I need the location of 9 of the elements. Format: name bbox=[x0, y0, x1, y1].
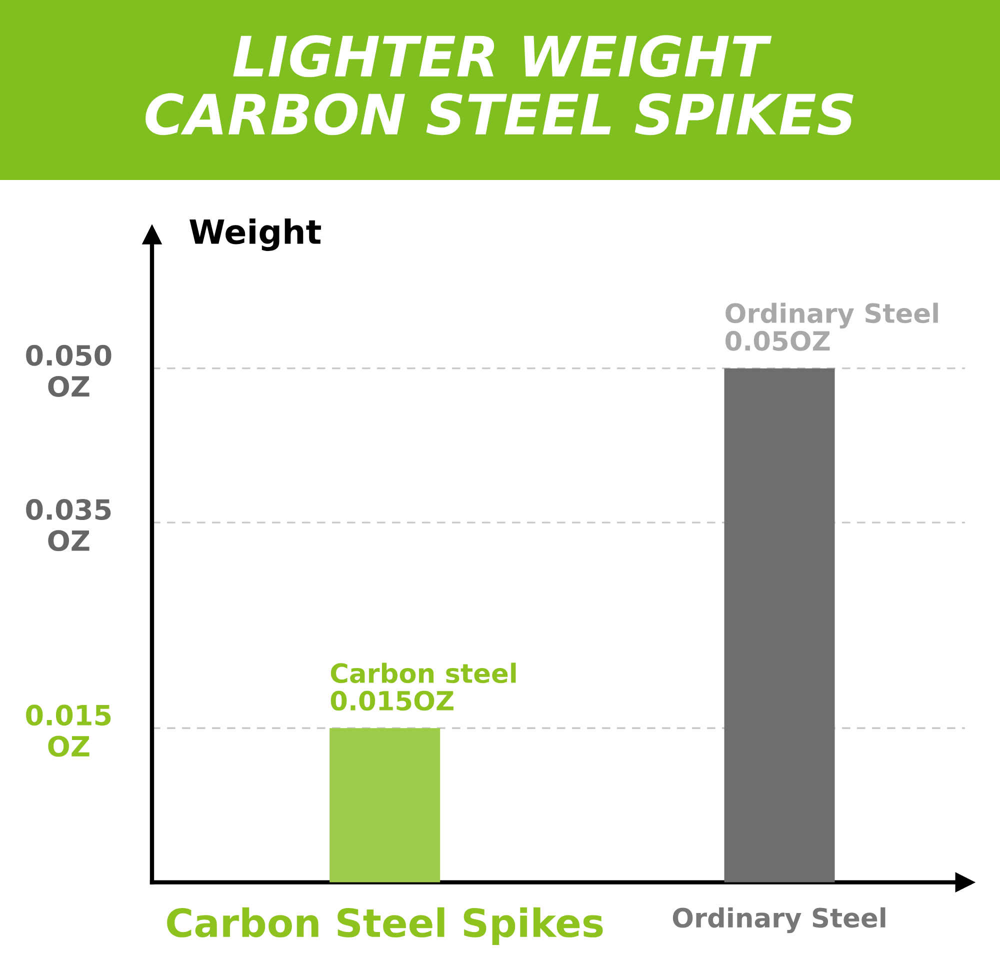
y-tick-label: 0.050 OZ bbox=[26, 344, 112, 397]
data-label: Ordinary Steel 0.05OZ bbox=[726, 302, 938, 351]
y-axis-title: Weight bbox=[190, 218, 321, 251]
chart-title: LIGHTER WEIGHT CARBON STEEL SPIKES bbox=[146, 35, 854, 136]
data-label: Carbon steel 0.015OZ bbox=[330, 662, 516, 711]
x-tick-label: Ordinary Steel bbox=[672, 907, 886, 934]
x-tick-label: Carbon Steel Spikes bbox=[167, 907, 603, 945]
y-tick-label: 0.015 OZ bbox=[26, 704, 111, 757]
y-tick-label: 0.035 OZ bbox=[26, 499, 111, 552]
